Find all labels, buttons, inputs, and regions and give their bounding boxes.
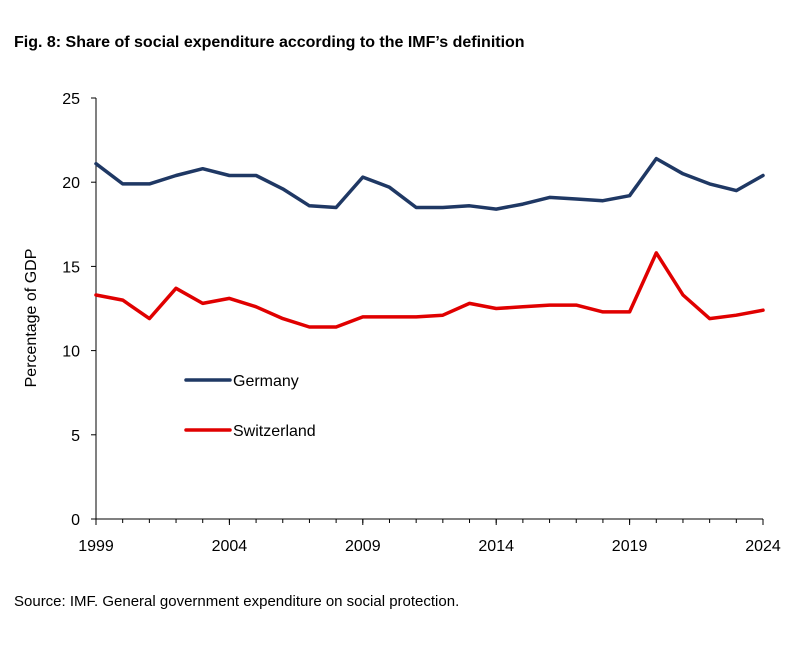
axes: 0 5 10 15 20 25 1999 2004 2009 2014 2019 2024 (62, 91, 781, 555)
y-axis-label: Percentage of GDP (23, 249, 40, 388)
y-tick-label: 5 (71, 428, 80, 445)
x-tick-label: 2009 (345, 538, 381, 555)
series-line-germany (94, 156, 765, 211)
legend-label-switzerland: Switzerland (233, 423, 316, 440)
legend: Germany Switzerland (184, 373, 316, 440)
x-tick-label: 2024 (745, 538, 781, 555)
x-tick-label: 2014 (478, 538, 514, 555)
y-tick-label: 15 (62, 259, 80, 276)
y-tick-label: 25 (62, 91, 80, 108)
y-tick-label: 10 (62, 344, 80, 361)
x-tick-label: 2019 (612, 538, 648, 555)
series-lines (94, 156, 765, 329)
x-tick-label: 2004 (212, 538, 248, 555)
y-tick-label: 20 (62, 175, 80, 192)
source-note: Source: IMF. General government expendit… (14, 593, 460, 610)
x-tick-label: 1999 (78, 538, 114, 555)
y-tick-label: 0 (71, 512, 80, 529)
figure-title: Fig. 8: Share of social expenditure acco… (14, 34, 525, 51)
series-line-switzerland (94, 251, 765, 329)
legend-label-germany: Germany (233, 373, 299, 390)
